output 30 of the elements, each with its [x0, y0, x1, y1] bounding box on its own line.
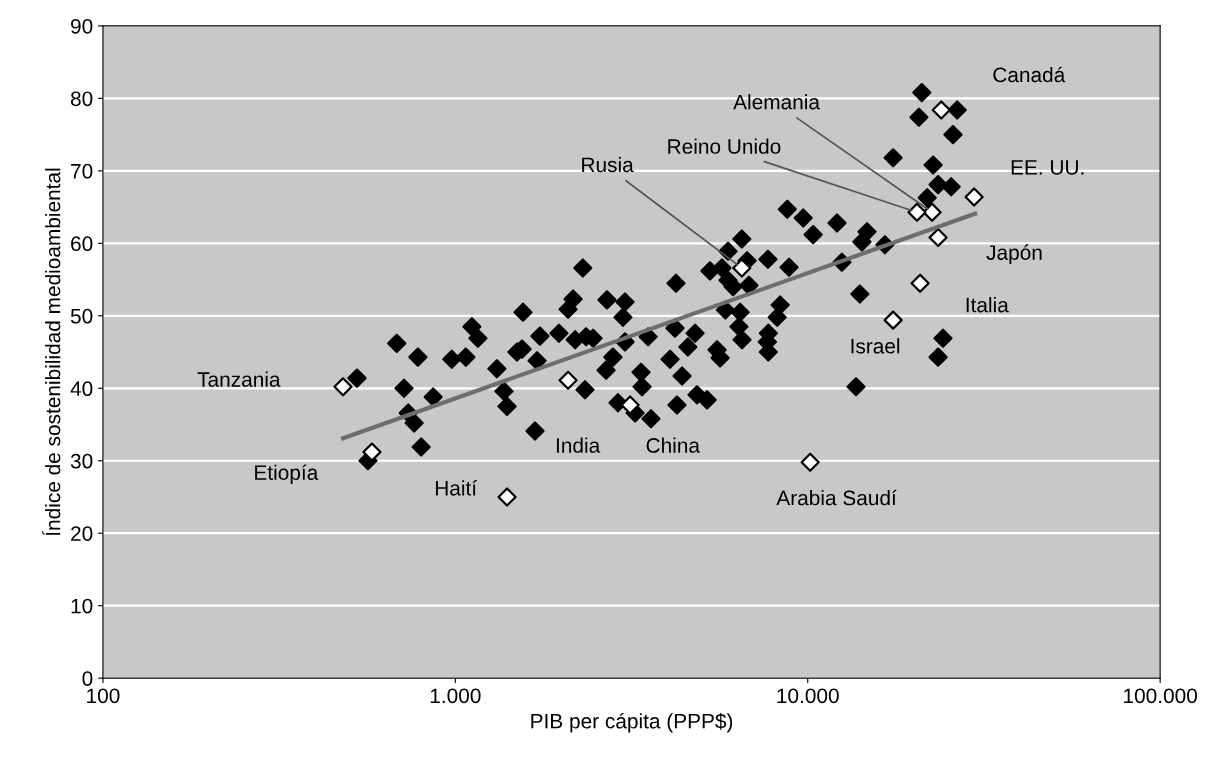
- annotation: Italia: [966, 297, 1009, 313]
- y-tick-label: 30: [70, 453, 93, 469]
- y-tick-label: 40: [70, 381, 93, 397]
- annotation: Reino Unido: [668, 138, 781, 154]
- y-tick-label: 70: [71, 163, 93, 179]
- annotation: Haití: [435, 480, 477, 496]
- annotation: Japón: [986, 244, 1042, 265]
- annotation: China: [646, 437, 700, 453]
- y-tick-label: 20: [71, 526, 93, 541]
- annotation: Canadá: [993, 66, 1066, 83]
- x-tick-label: 100.000: [1124, 688, 1197, 704]
- y-tick-label: 90: [71, 18, 93, 34]
- annotation: Israel: [851, 338, 900, 354]
- y-tick-label: 60: [71, 236, 93, 252]
- annotation: Etiopía: [255, 464, 319, 485]
- annotation: Rusia: [582, 156, 634, 173]
- x-tick-label: 100: [87, 688, 120, 704]
- annotation: Arabia Saudí: [776, 489, 897, 506]
- y-tick-label: 80: [70, 91, 93, 107]
- y-tick-label: 10: [71, 598, 93, 614]
- annotation: EE. UU.: [1011, 160, 1084, 175]
- y-axis-title: Índice de sostenibilidad medioambiental: [42, 168, 61, 536]
- x-tick-label: 10.000: [777, 688, 839, 704]
- x-tick-label: 1.000: [430, 688, 481, 704]
- annotation: Tanzania: [197, 371, 281, 387]
- x-axis-title: PIB per cápita (PPP$): [531, 712, 733, 733]
- annotation: India: [556, 437, 601, 453]
- y-tick-label: 0: [82, 671, 93, 686]
- y-tick-label: 50: [70, 308, 93, 324]
- annotation: Alemania: [733, 94, 820, 110]
